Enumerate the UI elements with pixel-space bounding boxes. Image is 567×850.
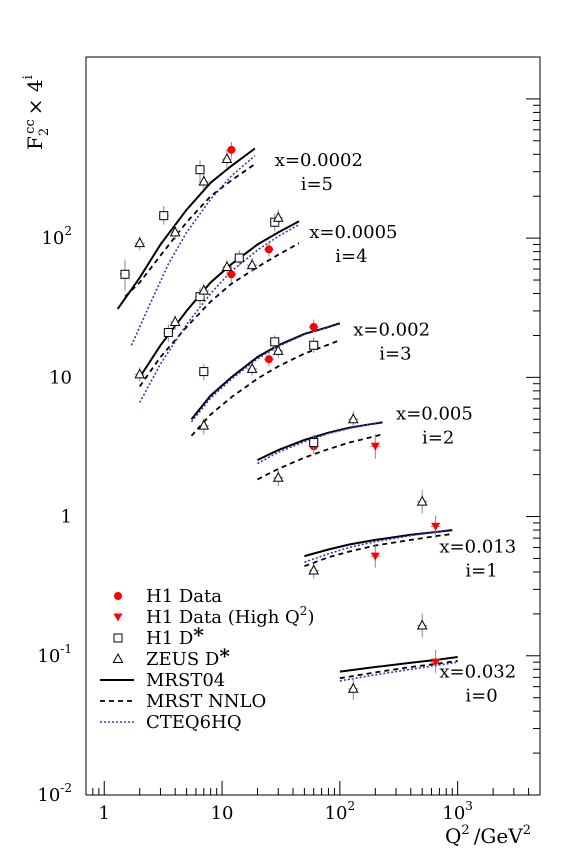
panel-i-label: i=5 xyxy=(301,174,333,195)
data-point xyxy=(347,682,359,693)
data-point xyxy=(198,284,210,295)
data-point xyxy=(134,237,146,248)
data-point xyxy=(370,442,380,451)
data-point xyxy=(272,211,284,222)
panel-x-label: x=0.032 xyxy=(439,661,516,682)
panel-i-label: i=2 xyxy=(422,427,454,448)
legend-label: ZEUS D* xyxy=(146,644,230,670)
data-point xyxy=(264,245,273,254)
data-point xyxy=(227,270,236,279)
panel-labels: x=0.0002 i=5 x=0.0005 i=4 x=0.002 i=3 x=0.005 i… xyxy=(275,150,516,706)
curve-dashed xyxy=(124,163,256,298)
legend-label: H1 Data (High Q2) xyxy=(146,604,314,628)
curve-dotted xyxy=(138,223,300,403)
legend-label: MRST NNLO xyxy=(146,691,266,712)
legend-label: MRST04 xyxy=(146,670,225,691)
data-point xyxy=(270,337,280,347)
axis-ticks xyxy=(85,56,541,796)
data-point xyxy=(195,165,205,175)
data-point xyxy=(246,259,258,270)
data-point xyxy=(234,253,244,263)
curve-dotted xyxy=(190,323,341,423)
data-point xyxy=(309,322,318,331)
data-point xyxy=(134,368,146,379)
y-tick-label: 1 xyxy=(61,507,72,528)
data-point xyxy=(169,226,181,237)
y-tick-label: 102 xyxy=(41,224,72,249)
data-point xyxy=(246,362,258,373)
y-tick-label: 10-1 xyxy=(37,642,72,667)
data-point xyxy=(416,495,428,506)
data-point xyxy=(163,327,173,337)
curve-dotted xyxy=(130,155,256,346)
plot-frame xyxy=(85,56,541,796)
data-point xyxy=(347,413,359,424)
curve-solid xyxy=(257,421,383,461)
panel-x-label: x=0.0005 xyxy=(309,222,397,243)
panel-i-label: i=0 xyxy=(465,685,497,706)
curve-dashed xyxy=(138,242,300,388)
legend-label: H1 D* xyxy=(146,623,204,649)
data-point xyxy=(308,564,320,575)
curve-solid xyxy=(190,322,341,420)
data-point xyxy=(272,471,284,482)
y-tick-label: 10 xyxy=(49,367,72,388)
data-point xyxy=(272,344,284,355)
panel-i-label: i=1 xyxy=(465,561,497,582)
x-tick-label: 10 xyxy=(211,803,234,824)
y-axis-title: F2cc× 4i xyxy=(21,75,52,150)
data-point xyxy=(431,522,441,531)
panel-x-label: x=0.013 xyxy=(439,537,516,558)
legend-marker xyxy=(112,652,124,663)
data-point xyxy=(227,145,236,154)
legend-marker xyxy=(113,613,123,622)
curve-dotted xyxy=(304,528,453,563)
data-point xyxy=(198,419,210,430)
x-axis-title: Q2/GeV2 xyxy=(445,823,531,848)
y-tick-label: 10-2 xyxy=(37,781,72,806)
data-point xyxy=(221,152,233,164)
curve-dashed xyxy=(190,339,341,437)
data-point xyxy=(370,552,380,561)
x-tick-label: 103 xyxy=(442,799,473,824)
legend-marker xyxy=(114,592,122,600)
curve-dotted xyxy=(257,420,383,465)
data-point xyxy=(264,355,273,364)
data-point xyxy=(221,260,233,272)
data-point xyxy=(309,438,319,448)
x-tick-label: 1 xyxy=(99,803,110,824)
panel-x-label: x=0.002 xyxy=(353,319,430,340)
curve-solid xyxy=(138,220,300,378)
panel-x-label: x=0.0002 xyxy=(275,150,363,171)
curve-solid xyxy=(116,147,256,310)
x-tick-label: 102 xyxy=(325,799,356,824)
curve-dashed xyxy=(257,433,383,481)
panel-i-label: i=3 xyxy=(379,343,411,364)
legend-label: H1 Data xyxy=(146,586,222,607)
curve-solid xyxy=(304,529,453,558)
panel-x-label: x=0.005 xyxy=(396,403,473,424)
data-point xyxy=(159,211,169,221)
curve-solid xyxy=(339,656,458,673)
legend-label: CTEQ6HQ xyxy=(146,712,242,733)
data-point xyxy=(309,340,319,350)
tick-labels: 1 10 102 103 10-2 10-1 1 10 102 xyxy=(37,224,473,824)
data-points xyxy=(119,142,441,701)
panel-i-label: i=4 xyxy=(335,246,367,267)
data-point xyxy=(199,367,209,377)
data-point xyxy=(169,315,181,326)
data-point xyxy=(120,269,130,279)
data-point xyxy=(431,658,441,667)
data-point xyxy=(416,619,428,630)
data-point xyxy=(198,175,210,186)
legend-marker xyxy=(113,633,123,643)
